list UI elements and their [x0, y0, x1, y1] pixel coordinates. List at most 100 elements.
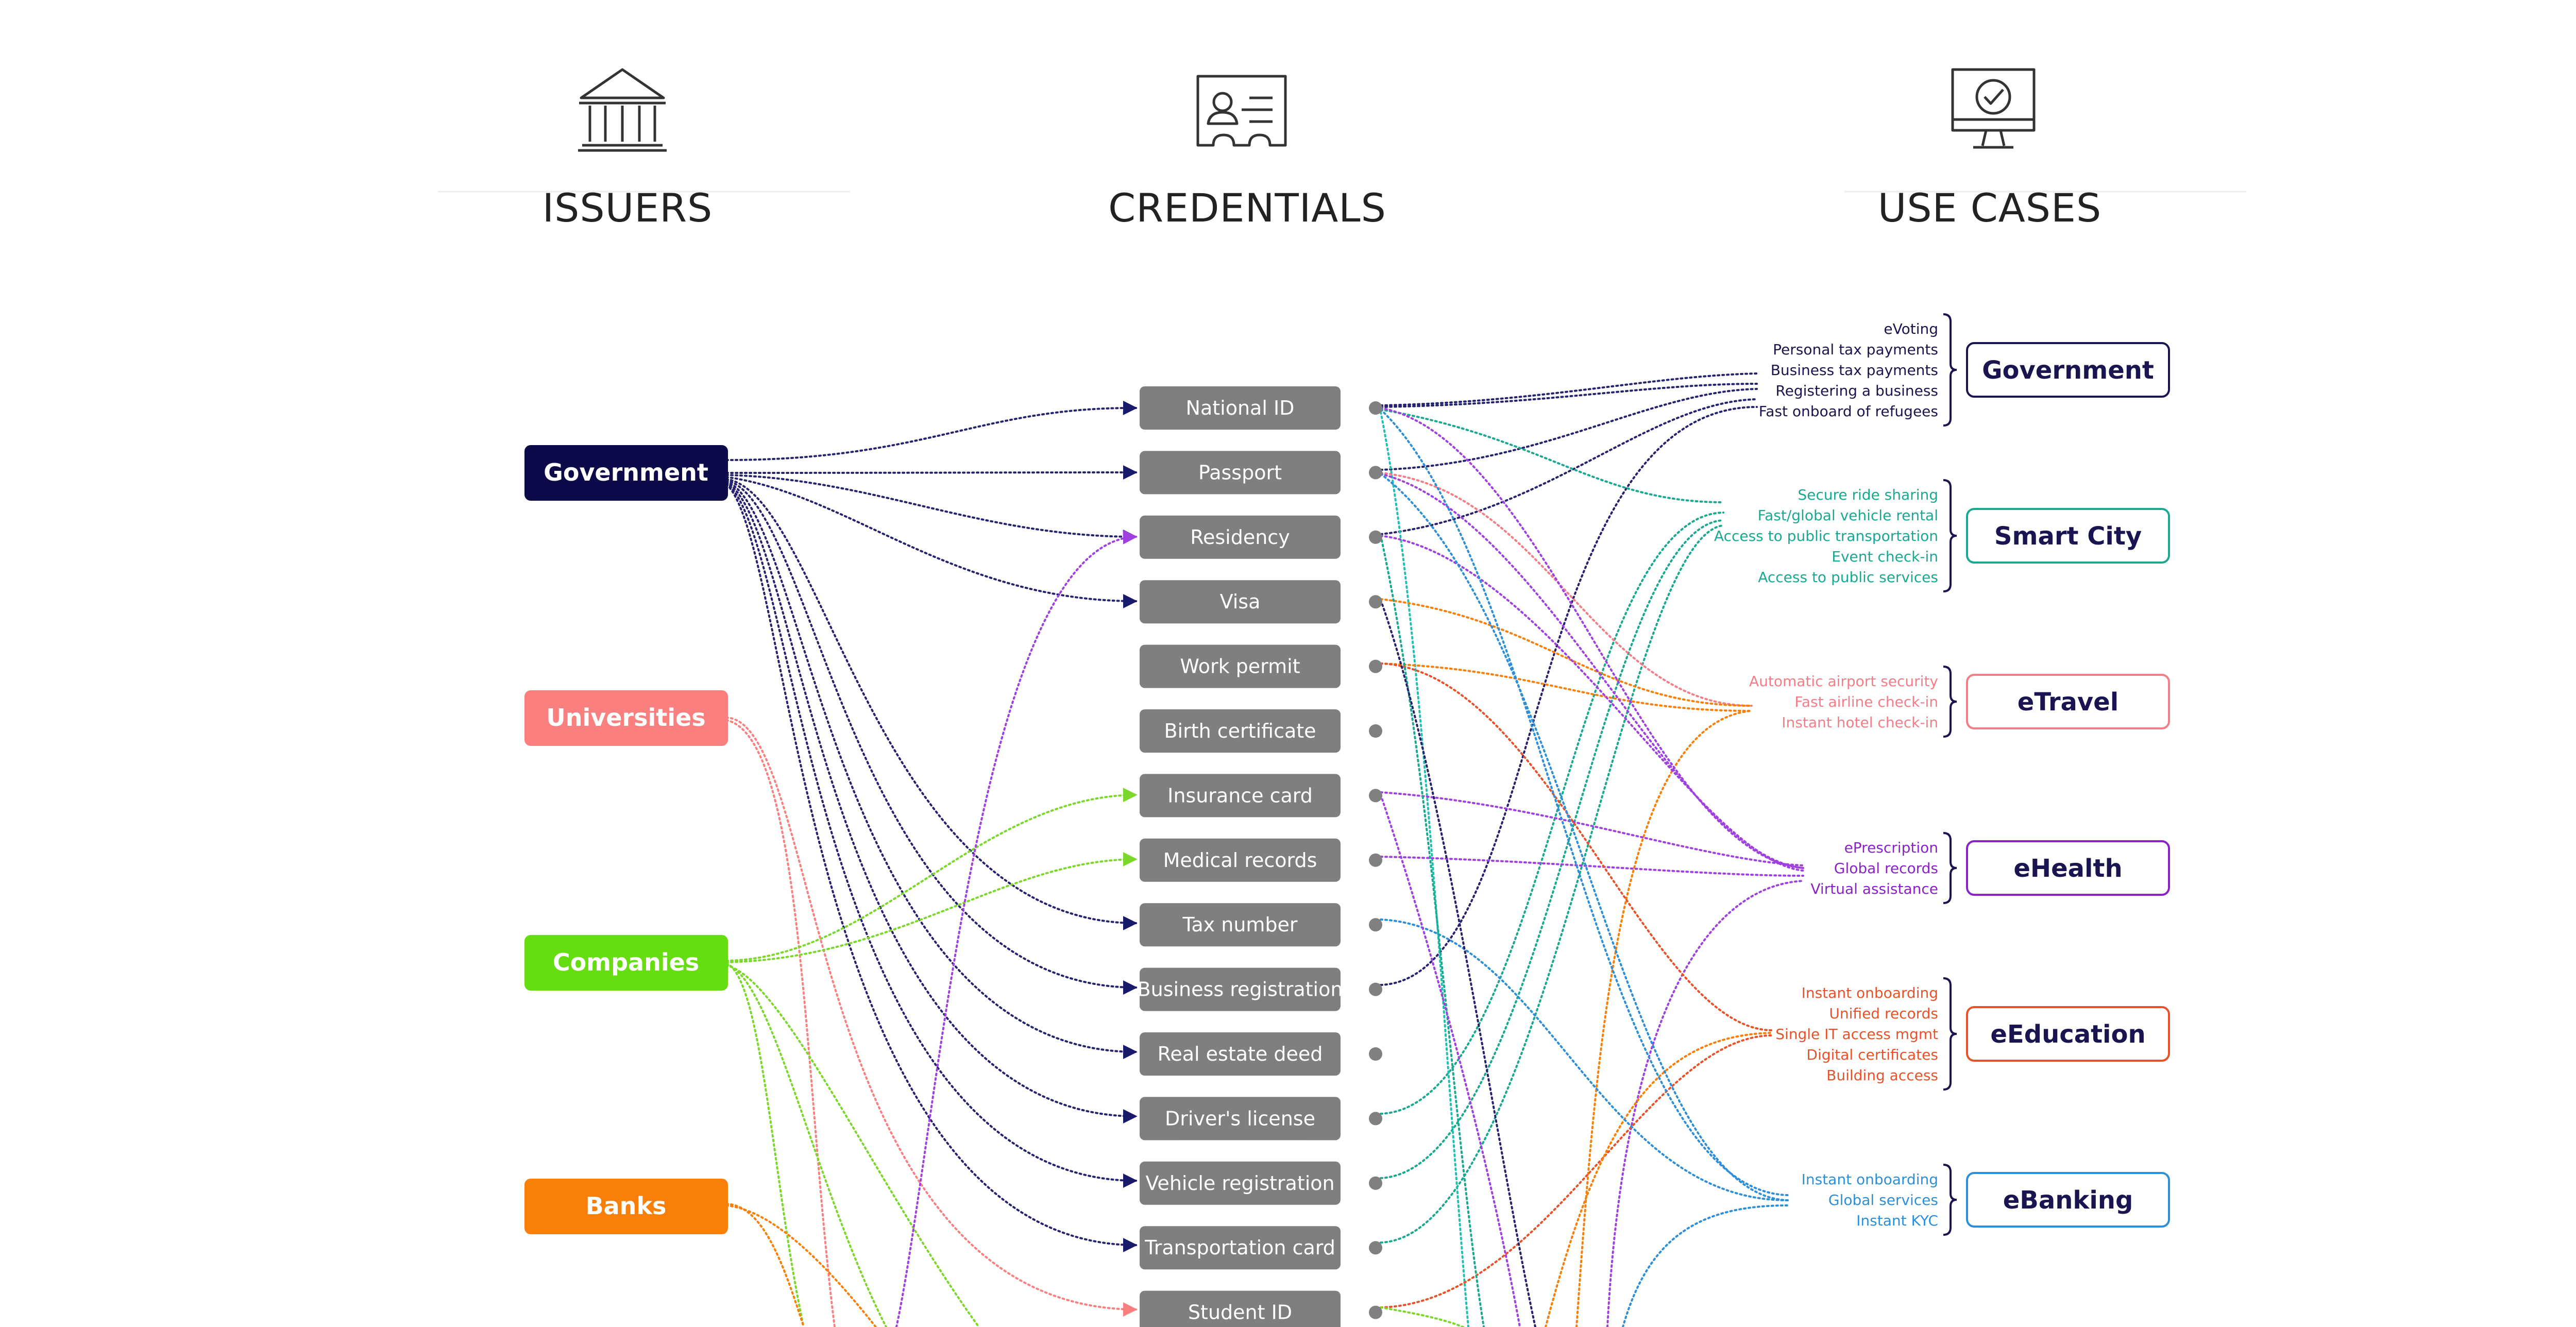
- connector-dot: [1369, 1305, 1382, 1319]
- credential-passport[interactable]: Passport: [1140, 451, 1382, 495]
- credential-label: Business registration: [1138, 978, 1343, 1001]
- use-case-item: ePrescription: [1844, 839, 1938, 856]
- connector-dot: [1369, 1047, 1382, 1061]
- connector-dot: [1369, 789, 1382, 803]
- issuer-label: Government: [544, 458, 708, 486]
- curly-brace: [1943, 832, 1957, 904]
- credential-business-registration[interactable]: Business registration: [1138, 967, 1382, 1011]
- use-case-label: eEducation: [1990, 1020, 2145, 1049]
- curly-brace: [1943, 1164, 1957, 1236]
- credential-label: Medical records: [1163, 849, 1317, 872]
- credential-driver-s-license[interactable]: Driver's license: [1140, 1097, 1382, 1141]
- use-case-item: Fast onboard of refugees: [1759, 403, 1938, 420]
- issuers-header: ISSUERS: [543, 185, 713, 231]
- credential-residency[interactable]: Residency: [1140, 515, 1382, 559]
- use-case-item: Instant KYC: [1856, 1212, 1938, 1229]
- credentials-column: National ID Passport Residency Visa Work per…: [1138, 386, 1382, 1327]
- use-case-item: Building access: [1826, 1067, 1938, 1084]
- credential-label: Passport: [1198, 461, 1282, 484]
- use-case-ebanking[interactable]: eBanking Instant onboarding Global service…: [1802, 1164, 2170, 1236]
- connector-dot: [1369, 530, 1382, 544]
- connector-dot: [1369, 401, 1382, 415]
- credential-national-id[interactable]: National ID: [1140, 386, 1382, 430]
- usecase-connectors: [1380, 372, 1804, 1327]
- credential-visa[interactable]: Visa: [1140, 580, 1382, 624]
- credential-label: Tax number: [1182, 913, 1297, 936]
- use-case-item: Instant onboarding: [1802, 984, 1938, 1001]
- connector-dot: [1369, 1241, 1382, 1255]
- credentials-header: CREDENTIALS: [1108, 185, 1386, 231]
- credential-transportation-card[interactable]: Transportation card: [1140, 1226, 1382, 1270]
- issuer-government[interactable]: Government: [524, 445, 728, 501]
- curly-brace: [1943, 977, 1957, 1091]
- connector-dot: [1369, 466, 1382, 480]
- use-case-item: Global services: [1828, 1192, 1938, 1209]
- credential-work-permit[interactable]: Work permit: [1140, 644, 1382, 688]
- credential-medical-records[interactable]: Medical records: [1140, 838, 1382, 882]
- connector-dot: [1369, 1176, 1382, 1190]
- use-case-label: eTravel: [2018, 688, 2119, 717]
- credential-label: Driver's license: [1165, 1107, 1315, 1130]
- connector-dot: [1369, 595, 1382, 609]
- connector-dot: [1369, 918, 1382, 932]
- use-case-item: Virtual assistance: [1810, 880, 1938, 897]
- credential-label: Transportation card: [1144, 1236, 1335, 1259]
- use-cases-header: USE CASES: [1878, 185, 2102, 231]
- connector-dot: [1369, 659, 1382, 673]
- curly-brace: [1943, 479, 1957, 592]
- use-case-label: Government: [1982, 356, 2154, 385]
- use-case-item: Digital certificates: [1806, 1046, 1938, 1063]
- credential-birth-certificate[interactable]: Birth certificate: [1140, 709, 1382, 753]
- use-case-item: Fast/global vehicle rental: [1758, 507, 1938, 524]
- credential-label: Work permit: [1180, 655, 1300, 678]
- use-case-item: Personal tax payments: [1773, 341, 1938, 358]
- use-cases-column: Government eVoting Personal tax payments Bu…: [1714, 313, 2170, 1236]
- curly-brace: [1943, 313, 1957, 427]
- use-case-ehealth[interactable]: eHealth ePrescription Global records Virtua…: [1810, 832, 2170, 904]
- use-case-etravel[interactable]: eTravel Automatic airport security Fast ai…: [1749, 666, 2170, 738]
- credential-vehicle-registration[interactable]: Vehicle registration: [1140, 1161, 1382, 1205]
- use-case-eeducation[interactable]: eEducation Instant onboarding Unified reco…: [1775, 977, 2170, 1091]
- connector-dot: [1369, 1112, 1382, 1126]
- use-case-item: Instant onboarding: [1802, 1171, 1938, 1188]
- use-case-label: Smart City: [1994, 522, 2142, 551]
- connector-dot: [1369, 724, 1382, 738]
- credential-label: Residency: [1190, 526, 1290, 549]
- credential-label: Vehicle registration: [1145, 1172, 1334, 1195]
- use-case-item: Fast airline check-in: [1794, 693, 1938, 710]
- use-case-item: Business tax payments: [1771, 362, 1938, 379]
- issuer-banks[interactable]: Banks: [524, 1179, 728, 1234]
- credential-student-id[interactable]: Student ID: [1140, 1290, 1382, 1327]
- issuer-connectors: [725, 400, 1138, 1327]
- issuer-label: Companies: [553, 948, 699, 976]
- curly-brace: [1943, 666, 1957, 738]
- credential-insurance-card[interactable]: Insurance card: [1140, 774, 1382, 818]
- use-case-item: Automatic airport security: [1749, 673, 1938, 690]
- connector-dot: [1369, 853, 1382, 867]
- use-case-item: Access to public services: [1758, 569, 1938, 586]
- bank-building-icon: [578, 68, 667, 152]
- issuer-universities[interactable]: Universities: [524, 690, 728, 746]
- use-case-government[interactable]: Government eVoting Personal tax payments Bu…: [1759, 313, 2170, 427]
- use-case-item: Registering a business: [1775, 382, 1938, 399]
- credential-label: Real estate deed: [1158, 1043, 1323, 1065]
- issuer-label: Banks: [586, 1192, 667, 1220]
- credential-tax-number[interactable]: Tax number: [1140, 903, 1382, 947]
- credential-label: Birth certificate: [1164, 720, 1316, 742]
- credential-label: Student ID: [1188, 1301, 1292, 1324]
- use-case-item: Access to public transportation: [1714, 528, 1938, 545]
- use-case-item: Unified records: [1829, 1005, 1938, 1022]
- issuer-companies[interactable]: Companies: [524, 935, 728, 991]
- use-case-smart-city[interactable]: Smart City Secure ride sharing Fast/global…: [1714, 479, 2170, 592]
- use-case-label: eBanking: [2003, 1186, 2133, 1215]
- use-case-item: Instant hotel check-in: [1782, 714, 1938, 731]
- credential-real-estate-deed[interactable]: Real estate deed: [1140, 1032, 1382, 1076]
- connector-dot: [1369, 982, 1382, 996]
- use-case-item: Global records: [1834, 860, 1938, 877]
- credential-label: National ID: [1186, 397, 1295, 419]
- use-case-item: Event check-in: [1832, 548, 1938, 565]
- use-case-label: eHealth: [2013, 854, 2122, 883]
- use-case-item: eVoting: [1884, 320, 1938, 337]
- credential-label: Insurance card: [1167, 784, 1313, 807]
